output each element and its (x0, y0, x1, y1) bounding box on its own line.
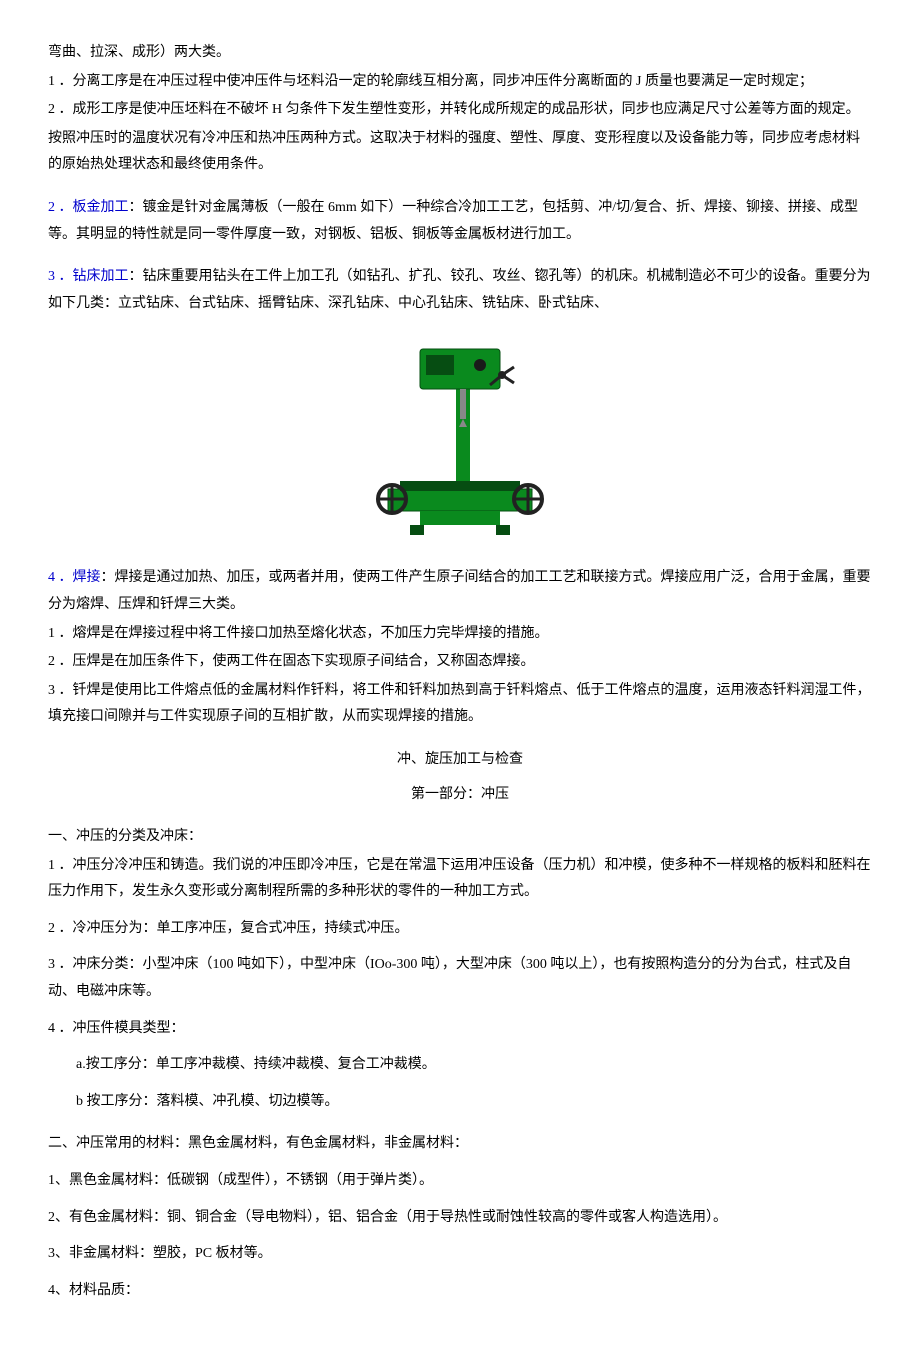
section-title: 板金加工 (73, 200, 129, 215)
list-item: 1、黑色金属材料：低碳钢（成型件），不锈钢（用于弹片类）。 (48, 1168, 872, 1195)
section-body: ：镀金是针对金属薄板（一般在 6mm 如下）一种综合冷加工工艺，包括剪、冲/切/… (48, 200, 858, 242)
section-title: 钻床加工 (73, 269, 129, 284)
section-body: ：钻床重要用钻头在工件上加工孔（如钻孔、扩孔、铰孔、攻丝、锪孔等）的机床。机械制… (48, 269, 871, 311)
list-item: 1 ．冲压分冷冲压和铸造。我们说的冲压即冷冲压，它是在常温下运用冲压设备（压力机… (48, 853, 872, 906)
section-4: 4 ．焊接：焊接是通过加热、加压，或两者并用，使两工件产生原子间结合的加工工艺和… (48, 565, 872, 618)
drill-press-figure (370, 331, 550, 551)
paragraph: 1 ．分离工序是在冲压过程中使冲压件与坯料沿一定的轮廓线互相分离，同步冲压件分离… (48, 69, 872, 96)
section-number: 3 ． (48, 269, 73, 284)
paragraph: 2 ．成形工序是使冲压坯料在不破坏 H 匀条件下发生塑性变形，并转化成所规定的成… (48, 97, 872, 124)
section-2: 2 ．板金加工：镀金是针对金属薄板（一般在 6mm 如下）一种综合冷加工工艺，包… (48, 195, 872, 248)
paragraph: 弯曲、拉深、成形）两大类。 (48, 40, 872, 67)
subheading-b: 二、冲压常用的材料：黑色金属材料，有色金属材料，非金属材料： (48, 1131, 872, 1158)
section-3: 3 ．钻床加工：钻床重要用钻头在工件上加工孔（如钻孔、扩孔、铰孔、攻丝、锪孔等）… (48, 264, 872, 317)
paragraph: 1 ．熔焊是在焊接过程中将工件接口加热至熔化状态，不加压力完毕焊接的措施。 (48, 621, 872, 648)
list-item: 2 ．冷冲压分为：单工序冲压，复合式冲压，持续式冲压。 (48, 916, 872, 943)
list-item: 4 ．冲压件模具类型： (48, 1016, 872, 1043)
section-body: ：焊接是通过加热、加压，或两者并用，使两工件产生原子间结合的加工工艺和联接方式。… (48, 570, 871, 612)
paragraph: 3 ．钎焊是使用比工件熔点低的金属材料作钎料，将工件和钎料加热到高于钎料熔点、低… (48, 678, 872, 731)
heading: 第一部分：冲压 (48, 782, 872, 809)
list-item: 4、材料品质： (48, 1278, 872, 1305)
drill-press-icon (370, 331, 550, 551)
list-subitem: a.按工序分：单工序冲裁模、持续冲裁模、复合工冲裁模。 (48, 1052, 872, 1079)
list-item: 3、非金属材料：塑胶，PC 板材等。 (48, 1241, 872, 1268)
list-subitem: b 按工序分：落料模、冲孔模、切边模等。 (48, 1089, 872, 1116)
section-number: 4 ． (48, 570, 73, 585)
paragraph: 2 ．压焊是在加压条件下，使两工件在固态下实现原子间结合，又称固态焊接。 (48, 649, 872, 676)
list-item: 2、有色金属材料：铜、铜合金（导电物料），铝、铝合金（用于导热性或耐蚀性较高的零… (48, 1205, 872, 1232)
section-title: 焊接 (73, 570, 101, 585)
section-number: 2 ． (48, 200, 73, 215)
heading: 冲、旋压加工与检查 (48, 747, 872, 774)
list-item: 3 ．冲床分类：小型冲床（100 吨如下），中型冲床（IOo-300 吨），大型… (48, 952, 872, 1005)
paragraph: 按照冲压时的温度状况有冷冲压和热冲压两种方式。这取决于材料的强度、塑性、厚度、变… (48, 126, 872, 179)
subheading-a: 一、冲压的分类及冲床： (48, 824, 872, 851)
